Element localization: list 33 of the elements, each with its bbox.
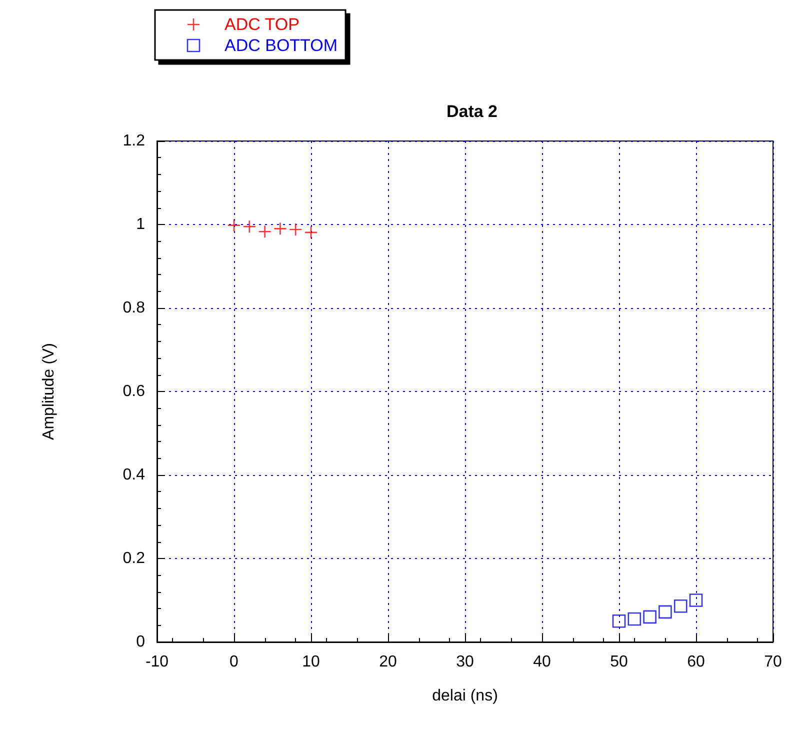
point bbox=[628, 612, 642, 626]
x-tick-label: 40 bbox=[533, 654, 551, 670]
x-axis-title: delai (ns) bbox=[432, 688, 498, 704]
y-tick-label: 1.2 bbox=[122, 132, 146, 150]
point bbox=[689, 594, 703, 607]
x-tick-label: 20 bbox=[379, 654, 397, 670]
x-tick-label: 60 bbox=[687, 654, 705, 670]
legend-label: ADC BOTTOM bbox=[224, 36, 338, 55]
point bbox=[258, 224, 272, 238]
y-axis-title: Amplitude (V) bbox=[40, 343, 58, 440]
chart-title: Data 2 bbox=[446, 102, 498, 121]
point bbox=[274, 222, 287, 236]
point bbox=[288, 222, 302, 236]
y-tick-label: 1 bbox=[136, 216, 146, 233]
point bbox=[227, 218, 241, 232]
y-tick-label: 0.4 bbox=[122, 466, 146, 484]
x-tick-label: 70 bbox=[764, 654, 782, 670]
y-tick-label: 0.2 bbox=[122, 550, 146, 567]
point bbox=[643, 610, 656, 624]
legend-label: ADC TOP bbox=[224, 15, 300, 34]
x-tick-label: -10 bbox=[145, 654, 169, 670]
x-tick-label: 30 bbox=[456, 654, 474, 670]
y-tick-label: 0 bbox=[136, 634, 146, 650]
y-tick-label: 0.6 bbox=[122, 383, 146, 400]
y-tick-label: 0.8 bbox=[122, 300, 146, 316]
point bbox=[658, 605, 672, 619]
point bbox=[612, 614, 626, 628]
x-tick-label: 0 bbox=[230, 654, 239, 670]
x-tick-label: 50 bbox=[610, 654, 628, 670]
x-tick-label: 10 bbox=[302, 654, 320, 670]
point bbox=[242, 220, 256, 234]
point bbox=[674, 599, 688, 613]
point bbox=[304, 226, 318, 240]
